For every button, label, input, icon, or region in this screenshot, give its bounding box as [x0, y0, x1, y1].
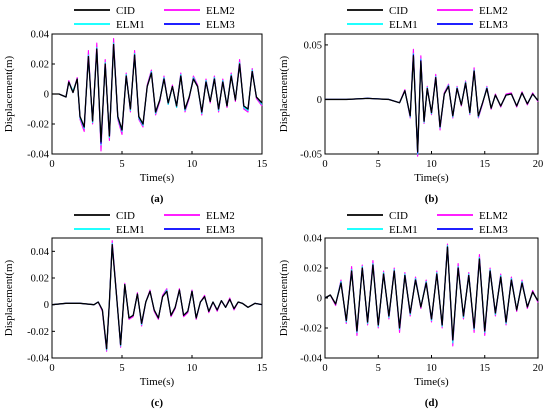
- x-axis-label: Time(s): [414, 172, 449, 184]
- x-tick-label: 10: [426, 159, 437, 170]
- y-tick-label: 0.02: [31, 60, 49, 71]
- x-tick-label: 0: [49, 159, 54, 170]
- series-line-elm2: [52, 37, 263, 152]
- y-tick-label: 0.04: [31, 247, 50, 258]
- y-tick-label: -0.02: [300, 324, 322, 335]
- legend-label-elm1: ELM1: [389, 224, 418, 236]
- x-tick-label: 15: [257, 363, 268, 374]
- series-line-elm1: [51, 242, 263, 351]
- chart-panel-d: 0 5 10 15 20 -0.04 -0.02 0 0.02 0.04 Time(s) Displa…: [278, 210, 543, 409]
- legend-label-cid: CID: [389, 5, 408, 17]
- y-tick-label: -0.05: [300, 150, 322, 161]
- x-tick-label: 5: [376, 363, 381, 374]
- series-line-cid: [51, 244, 263, 350]
- y-tick-label: 0: [317, 95, 322, 106]
- legend-label-elm1: ELM1: [116, 224, 145, 236]
- legend-label-elm2: ELM2: [206, 5, 235, 17]
- y-tick-label: 0.04: [31, 30, 50, 41]
- legend-label-elm1: ELM1: [389, 19, 418, 31]
- x-tick-label: 15: [257, 159, 268, 170]
- y-tick-label: 0.04: [304, 234, 323, 245]
- series-line-elm2: [51, 240, 263, 352]
- x-tick-label: 10: [187, 363, 198, 374]
- x-tick-label: 10: [426, 363, 437, 374]
- y-tick-label: 0: [44, 90, 49, 101]
- plot-frame: [51, 33, 263, 155]
- panel-label: (c): [151, 397, 164, 409]
- series-line-elm1: [325, 53, 539, 155]
- legend-label-elm2: ELM2: [479, 5, 508, 17]
- x-tick-label: 15: [480, 363, 491, 374]
- y-tick-label: 0.02: [304, 264, 322, 275]
- series-line-cid: [325, 55, 539, 153]
- x-tick-label: 5: [119, 363, 124, 374]
- series-line-cid: [324, 246, 539, 341]
- x-tick-label: 10: [187, 159, 198, 170]
- legend-label-elm3: ELM3: [206, 224, 235, 236]
- x-tick-label: 0: [322, 159, 327, 170]
- x-axis-label: Time(s): [140, 376, 175, 388]
- legend-label-elm3: ELM3: [479, 19, 508, 31]
- x-tick-label: 5: [376, 159, 381, 170]
- legend-label-elm1: ELM1: [116, 19, 145, 31]
- x-axis-label: Time(s): [414, 376, 449, 388]
- y-tick-label: -0.04: [300, 354, 323, 365]
- legend-label-elm3: ELM3: [206, 19, 235, 31]
- series-line-elm2: [325, 48, 539, 157]
- y-axis-label: Displacement(m): [3, 55, 15, 132]
- x-tick-label: 0: [322, 363, 327, 374]
- legend-label-cid: CID: [389, 210, 408, 222]
- y-tick-label: -0.04: [27, 150, 50, 161]
- y-tick-label: -0.02: [27, 327, 49, 338]
- plot-frame: [324, 237, 539, 359]
- chart-panel-a: 0 5 10 15 -0.04 -0.02 0 0.02 0.04 Time(s) Displace…: [3, 5, 267, 205]
- legend-label-elm2: ELM2: [206, 210, 235, 222]
- y-axis-label: Displacement(m): [3, 259, 15, 336]
- x-axis-label: Time(s): [140, 172, 175, 184]
- legend-label-cid: CID: [116, 5, 135, 17]
- chart-panel-c: 0 5 10 15 -0.04 -0.02 0 0.02 0.04 Time(s) Displace…: [3, 210, 267, 409]
- series-line-cid: [52, 43, 263, 143]
- panel-label: (b): [425, 193, 439, 205]
- y-tick-label: 0.05: [304, 40, 322, 51]
- y-tick-label: 0: [44, 300, 49, 311]
- panel-label: (d): [425, 397, 439, 409]
- x-tick-label: 20: [533, 159, 544, 170]
- panel-label: (a): [151, 193, 164, 205]
- y-tick-label: -0.02: [27, 120, 49, 131]
- plot-frame: [51, 237, 263, 359]
- x-tick-label: 20: [533, 363, 544, 374]
- y-tick-label: 0.02: [31, 274, 49, 285]
- y-axis-label: Displacement(m): [278, 55, 290, 132]
- x-tick-label: 15: [480, 159, 491, 170]
- legend-label-elm3: ELM3: [479, 224, 508, 236]
- chart-panel-b: 0 5 10 15 20-0.0500.05Time(s)Displacement(m)…: [278, 5, 543, 205]
- legend-label-elm2: ELM2: [479, 210, 508, 222]
- y-tick-label: -0.04: [27, 354, 50, 365]
- series-line-elm3: [325, 54, 539, 154]
- y-tick-label: 0: [317, 294, 322, 305]
- x-tick-label: 5: [119, 159, 124, 170]
- series-line-elm3: [51, 244, 263, 350]
- x-tick-label: 0: [49, 363, 54, 374]
- y-axis-label: Displacement(m): [278, 259, 290, 336]
- legend-label-cid: CID: [116, 210, 135, 222]
